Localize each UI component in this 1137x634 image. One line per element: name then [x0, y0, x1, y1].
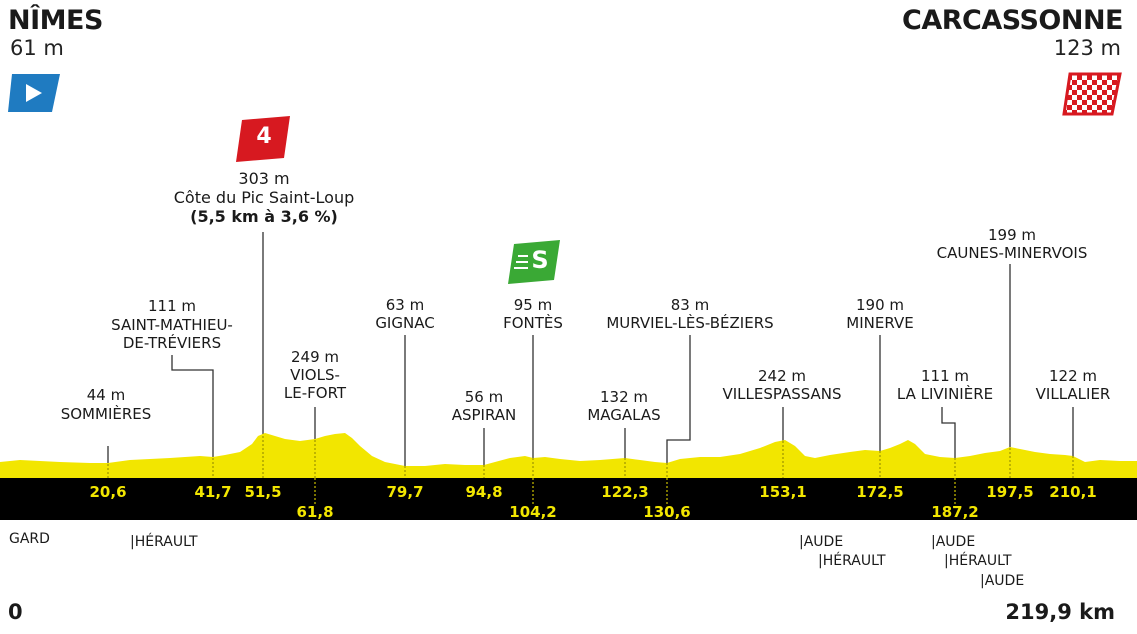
climb-category: 4 — [256, 124, 272, 149]
region-label: GARD — [9, 531, 50, 547]
place-name: FONTÈS — [503, 314, 563, 332]
region-label: |HÉRAULT — [818, 553, 886, 569]
place-name: VILLESPASSANS — [722, 385, 842, 403]
place-name: SOMMIÈRES — [60, 405, 152, 423]
km-marker: 94,8 — [465, 483, 503, 501]
place-altitude: 111 m — [147, 297, 197, 315]
km-marker: 172,5 — [856, 483, 904, 501]
km-marker: 61,8 — [296, 503, 334, 521]
place-altitude: 122 m — [1048, 367, 1098, 385]
km-marker: 20,6 — [89, 483, 127, 501]
place-name: ASPIRAN — [451, 406, 517, 424]
km-marker: 187,2 — [931, 503, 979, 521]
km-marker: 153,1 — [759, 483, 807, 501]
region-label: |HÉRAULT — [944, 553, 1012, 569]
km-marker: 41,7 — [194, 483, 232, 501]
distance-band — [0, 478, 1137, 520]
place-altitude: 132 m — [599, 388, 649, 406]
km-marker: 197,5 — [986, 483, 1034, 501]
finish-altitude: 123 m — [1053, 36, 1121, 60]
region-label: |AUDE — [931, 534, 976, 550]
place-altitude: 83 m — [670, 296, 710, 314]
leader-lines — [107, 232, 1074, 470]
place-altitude: 56 m — [464, 388, 504, 406]
place-altitude: 242 m — [757, 367, 807, 385]
km-marker: 130,6 — [643, 503, 691, 521]
place-name: CAUNES-MINERVOIS — [936, 244, 1088, 262]
km-marker: 51,5 — [244, 483, 282, 501]
start-altitude: 61 m — [10, 36, 64, 60]
place-altitude: 95 m — [513, 296, 553, 314]
finish-flag-icon — [1062, 72, 1122, 116]
finish-city: CARCASSONNE — [902, 5, 1123, 36]
region-label: |HÉRAULT — [130, 534, 198, 550]
km-marker: 210,1 — [1049, 483, 1097, 501]
place-name: MINERVE — [846, 314, 914, 332]
profile-area — [0, 433, 1137, 478]
place-name: MAGALAS — [587, 406, 661, 424]
place-altitude: 111 m — [920, 367, 970, 385]
region-label: |AUDE — [799, 534, 844, 550]
climb-name: Côte du Pic Saint-Loup — [173, 188, 355, 207]
place-name: GIGNAC — [375, 314, 435, 332]
km-marker: 104,2 — [509, 503, 557, 521]
sprint-flag-icon — [508, 240, 560, 284]
place-altitude: 190 m — [855, 296, 905, 314]
climb-detail: (5,5 km à 3,6 %) — [190, 207, 338, 226]
km-marker: 122,3 — [601, 483, 649, 501]
place-name: LA LIVINIÈRE — [896, 385, 994, 403]
place-name: VIOLS- LE-FORT — [283, 366, 347, 402]
place-name: SAINT-MATHIEU- DE-TRÉVIERS — [111, 316, 233, 352]
km-marker: 79,7 — [386, 483, 424, 501]
place-altitude: 199 m — [987, 226, 1037, 244]
place-name: VILLALIER — [1035, 385, 1111, 403]
place-altitude: 249 m — [290, 348, 340, 366]
place-name: MURVIEL-LÈS-BÉZIERS — [606, 314, 774, 332]
distance-start: 0 — [8, 600, 23, 624]
region-label: |AUDE — [980, 573, 1025, 589]
place-altitude: 44 m — [86, 386, 126, 404]
sprint-label: S — [531, 246, 549, 274]
start-flag-icon — [8, 74, 60, 112]
climb-category-flag — [236, 116, 290, 162]
climb-altitude: 303 m — [238, 169, 290, 188]
distance-end: 219,9 km — [1005, 600, 1115, 624]
start-city: NÎMES — [8, 5, 103, 36]
place-altitude: 63 m — [385, 296, 425, 314]
